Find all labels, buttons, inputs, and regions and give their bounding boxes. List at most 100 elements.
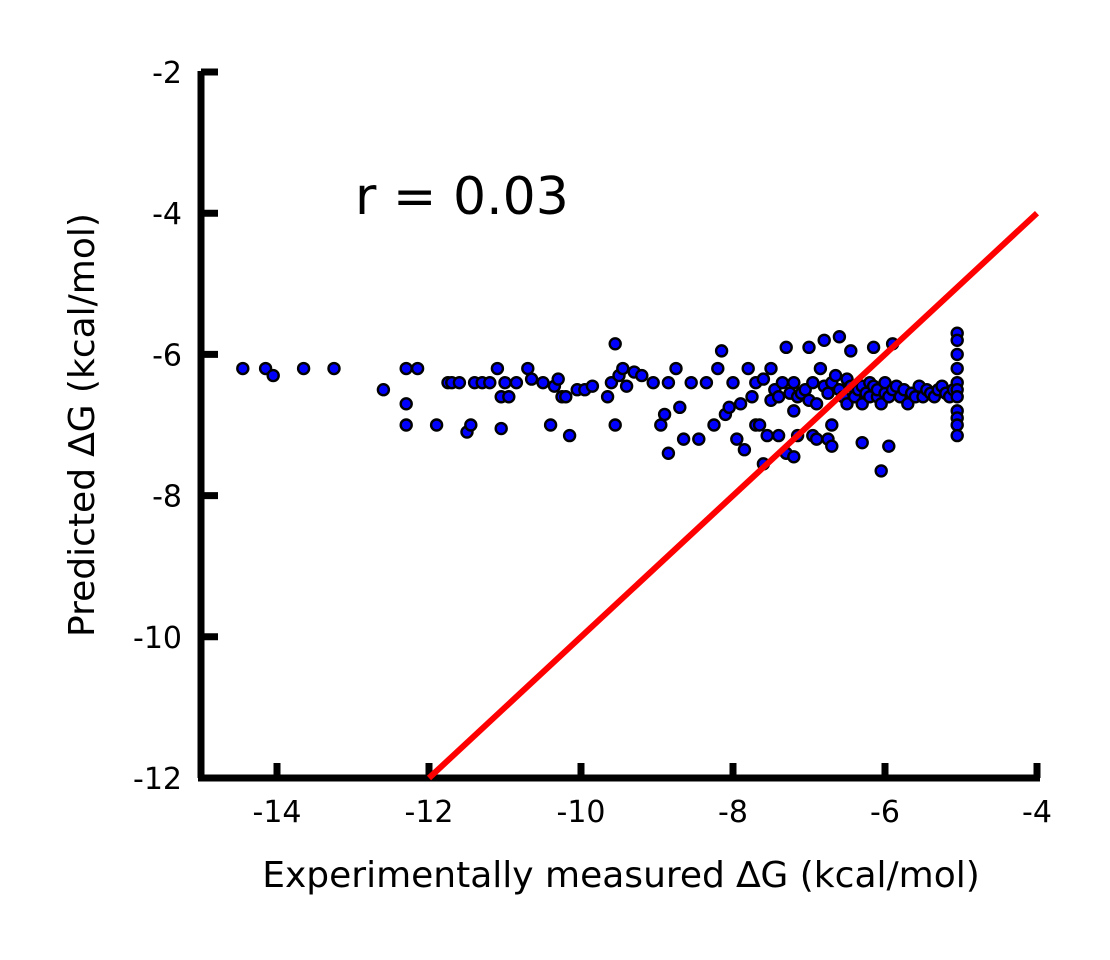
data-point [654, 418, 668, 432]
data-point [745, 390, 759, 404]
data-point [733, 397, 748, 411]
data-point [707, 418, 721, 432]
data-point [429, 418, 444, 432]
data-point [646, 375, 660, 390]
data-point [676, 432, 691, 446]
data-point [498, 375, 512, 390]
data-point [600, 390, 615, 404]
data-point [787, 375, 801, 390]
data-point [661, 375, 676, 390]
data-point [760, 428, 774, 443]
data-point [855, 435, 869, 450]
data-point [950, 333, 964, 347]
x-tick-label: -8 [718, 795, 748, 830]
data-point [832, 330, 847, 344]
data-point [737, 443, 752, 457]
data-point [771, 428, 786, 443]
data-point [296, 361, 311, 376]
data-point [809, 397, 824, 411]
data-point [399, 418, 413, 432]
data-point [950, 418, 964, 432]
data-point [692, 432, 706, 446]
data-point [376, 383, 391, 397]
y-tick-label: -4 [152, 197, 182, 232]
reference-line [426, 211, 1040, 781]
data-point [464, 418, 478, 432]
x-tick-label: -14 [253, 795, 302, 830]
data-point [494, 421, 508, 436]
y-tick-label: -12 [133, 762, 182, 797]
data-point [711, 361, 725, 376]
data-point [236, 361, 250, 376]
data-point [726, 375, 740, 390]
data-point [509, 375, 524, 390]
data-point [657, 407, 672, 422]
data-point [787, 450, 801, 464]
data-point [813, 361, 828, 376]
data-point [809, 432, 824, 446]
data-point [559, 390, 573, 404]
data-point [950, 347, 964, 362]
data-point [483, 375, 497, 390]
data-point [722, 400, 736, 415]
axes [197, 71, 1040, 782]
data-point [779, 340, 793, 355]
data-point [844, 344, 858, 358]
data-point [266, 368, 280, 383]
data-point [608, 418, 622, 432]
data-point [825, 418, 839, 432]
data-point [771, 390, 786, 404]
data-point [817, 333, 831, 347]
x-tick-label: -10 [557, 795, 606, 830]
data-point [825, 439, 839, 453]
data-point [950, 428, 964, 443]
data-point [684, 375, 698, 390]
y-tick-label: -8 [152, 480, 182, 515]
data-point [585, 379, 600, 393]
data-point [327, 361, 341, 376]
y-tick-label: -6 [152, 338, 182, 373]
data-point [821, 386, 835, 400]
x-axis-label: Experimentally measured ∆G (kcal/mol) [262, 855, 980, 896]
data-point [756, 372, 771, 386]
data-point [874, 464, 888, 478]
data-point [521, 361, 535, 376]
data-point [619, 379, 634, 393]
x-tick-label: -4 [1022, 795, 1052, 830]
data-point [787, 404, 801, 418]
data-point [399, 361, 413, 376]
data-point [673, 400, 687, 415]
data-point [866, 340, 881, 355]
data-point [802, 340, 816, 355]
data-point [828, 368, 843, 383]
data-point [524, 372, 539, 386]
data-point [490, 361, 505, 376]
data-point [635, 368, 649, 383]
y-tick-label: -10 [133, 621, 182, 656]
data-point [399, 397, 413, 411]
y-ticks: -12 -10 -8 -6 -4 -2 [133, 56, 218, 797]
data-point [775, 375, 790, 390]
data-point [669, 361, 683, 376]
data-point [764, 361, 778, 376]
x-ticks: -14 -12 -10 -8 -6 -4 [253, 763, 1052, 830]
data-point [502, 390, 516, 404]
data-point [699, 375, 714, 390]
data-point [806, 375, 820, 390]
data-point [608, 337, 622, 351]
data-point [410, 361, 425, 376]
data-point [950, 390, 964, 404]
data-point [714, 344, 729, 358]
data-point [882, 439, 896, 453]
data-point [562, 428, 577, 443]
data-points [236, 326, 964, 478]
data-point [950, 361, 964, 376]
data-point [752, 418, 767, 432]
data-point [551, 372, 565, 386]
y-axis-label: Predicted ∆G (kcal/mol) [62, 213, 103, 637]
data-point [741, 361, 755, 376]
correlation-annotation: r = 0.03 [355, 167, 569, 227]
data-point [616, 361, 630, 376]
x-tick-label: -6 [870, 795, 900, 830]
data-point [543, 418, 558, 432]
